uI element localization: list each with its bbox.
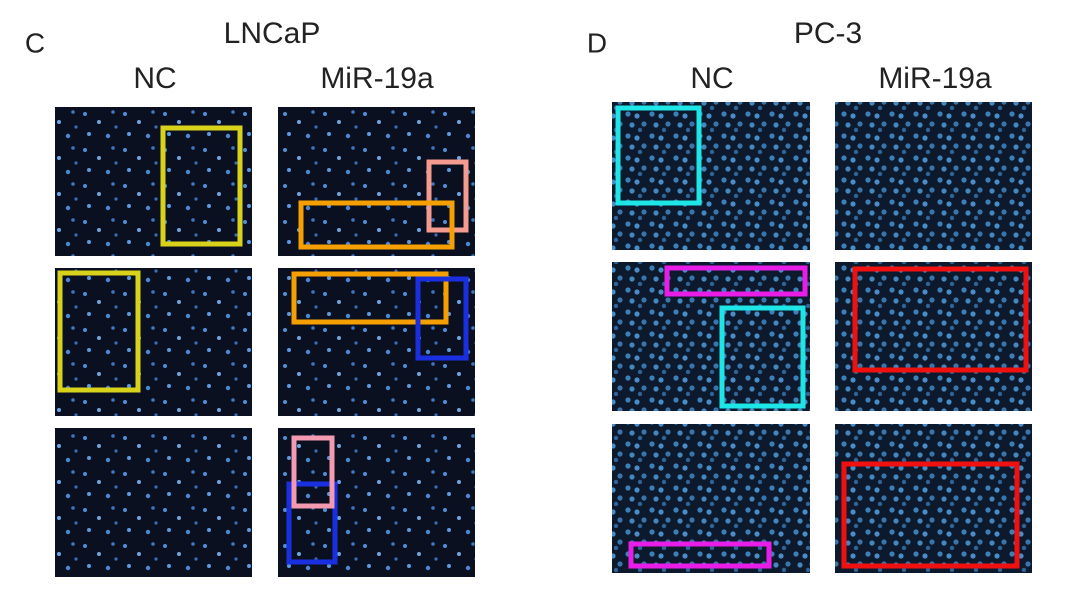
image-grid bbox=[55, 107, 475, 577]
highlight-box bbox=[286, 481, 338, 565]
column-label: MiR-19a bbox=[878, 62, 992, 95]
highlight-box bbox=[719, 305, 806, 409]
micrograph bbox=[278, 107, 475, 256]
micrograph bbox=[55, 428, 252, 577]
highlight-box bbox=[426, 159, 469, 233]
panel-letter: D bbox=[587, 27, 607, 58]
micrograph bbox=[278, 268, 475, 416]
micrograph bbox=[612, 262, 810, 411]
micrograph bbox=[612, 424, 810, 573]
highlight-box bbox=[291, 271, 449, 325]
micrograph bbox=[835, 424, 1032, 573]
micrograph bbox=[278, 428, 475, 577]
highlight-boxes bbox=[57, 125, 469, 565]
image-grid bbox=[612, 102, 1032, 573]
micrograph bbox=[835, 262, 1032, 411]
cell-line: PC-3 bbox=[794, 17, 862, 50]
column-label: MiR-19a bbox=[320, 62, 434, 95]
highlight-box bbox=[628, 541, 772, 569]
highlight-box bbox=[160, 125, 243, 247]
highlight-box bbox=[664, 265, 808, 297]
highlight-box bbox=[298, 200, 455, 250]
micrograph bbox=[55, 268, 252, 416]
highlight-box bbox=[415, 276, 469, 361]
panel-letter: C bbox=[25, 27, 45, 58]
column-label: NC bbox=[133, 62, 176, 95]
micrograph bbox=[835, 102, 1032, 250]
highlight-box bbox=[57, 270, 141, 393]
column-label: NC bbox=[690, 62, 733, 95]
highlight-box bbox=[841, 461, 1020, 569]
highlight-box bbox=[291, 435, 335, 509]
cell-line: LNCaP bbox=[224, 17, 321, 50]
highlight-boxes bbox=[615, 105, 1029, 569]
micrograph bbox=[612, 102, 810, 250]
highlight-box bbox=[615, 105, 702, 206]
highlight-box bbox=[852, 266, 1029, 373]
micrograph bbox=[55, 107, 252, 256]
